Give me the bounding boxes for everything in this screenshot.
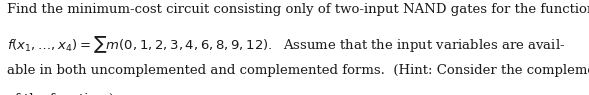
Text: Find the minimum-cost circuit consisting only of two-input NAND gates for the fu: Find the minimum-cost circuit consisting… — [7, 3, 589, 16]
Text: $f(x_1,\ldots,x_4) = \sum m(0, 1, 2, 3, 4, 6, 8, 9, 12).$  Assume that the input: $f(x_1,\ldots,x_4) = \sum m(0, 1, 2, 3, … — [7, 34, 565, 55]
Text: able in both uncomplemented and complemented forms.  (Hint: Consider the complem: able in both uncomplemented and compleme… — [7, 64, 589, 77]
Text: of the function.): of the function.) — [7, 93, 114, 95]
